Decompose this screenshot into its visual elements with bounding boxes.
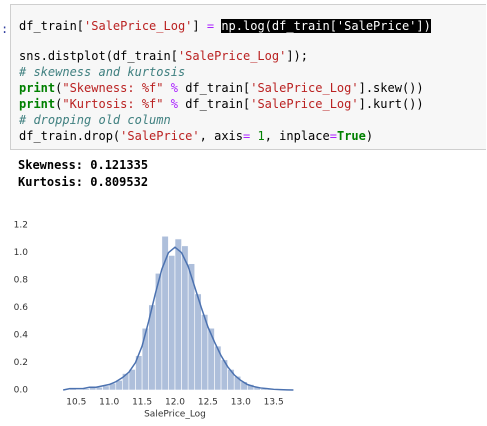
cell-prompt: :: [1, 22, 9, 36]
bar: [168, 255, 176, 391]
code-token: "Skewness: %f": [62, 81, 164, 95]
bar: [207, 327, 215, 391]
code-token: np.log(df_train['SalePrice']): [221, 19, 431, 33]
code-token: df_train[: [177, 97, 251, 111]
code-token: df_train[: [177, 81, 251, 95]
code-token: "Kurtosis: %f": [62, 97, 164, 111]
bar: [181, 245, 189, 391]
x-tick-label: 11.0: [99, 398, 119, 408]
code-token: # dropping old column: [19, 113, 171, 127]
code-token: print: [19, 97, 56, 111]
code-line: # dropping old column: [19, 112, 486, 128]
y-tick-label: 0.0: [14, 386, 29, 396]
code-line: df_train['SalePrice_Log'] = np.log(df_tr…: [19, 18, 486, 34]
code-token: 'SalePrice_Log': [250, 81, 359, 95]
x-tick-label: 10.5: [66, 398, 86, 408]
code-line: print("Kurtosis: %f" % df_train['SalePri…: [19, 96, 486, 112]
code-line: sns.distplot(df_train['SalePrice_Log']);: [19, 48, 486, 64]
code-token: %: [170, 81, 178, 95]
x-axis-label: SalePrice_Log: [144, 410, 206, 420]
code-token: =: [206, 19, 215, 33]
code-token: =: [243, 129, 251, 143]
code-token: 'SalePrice': [120, 129, 200, 143]
code-token: print: [19, 81, 56, 95]
code-token: df_train.drop(: [19, 129, 121, 143]
bar: [128, 369, 136, 391]
code-cell[interactable]: df_train['SalePrice_Log'] = np.log(df_tr…: [10, 4, 486, 150]
code-token: (: [55, 97, 63, 111]
code-line: # skewness and kurtosis: [19, 64, 486, 80]
code-token: [164, 97, 171, 111]
bar: [174, 238, 182, 391]
x-tick-label: 12.0: [165, 398, 185, 408]
code-token: # skewness and kurtosis: [19, 65, 186, 79]
bar: [141, 327, 149, 391]
y-tick-label: 1.0: [14, 248, 29, 258]
code-token: df_train[: [19, 19, 85, 33]
code-token: ]: [192, 19, 207, 33]
y-tick-label: 0.6: [14, 303, 29, 313]
code-line: df_train.drop('SalePrice', axis= 1, inpl…: [19, 128, 486, 144]
code-token: [164, 81, 171, 95]
cell-output: Skewness: 0.121335 Kurtosis: 0.809532: [18, 157, 148, 191]
x-tick-label: 11.5: [132, 398, 152, 408]
bar: [194, 293, 202, 391]
code-token: sns.distplot(df_train[: [19, 49, 178, 63]
code-token: , axis: [199, 129, 243, 143]
code-token: ].kurt()): [358, 97, 424, 111]
code-token: ]);: [286, 49, 309, 63]
y-tick-label: 1.2: [14, 221, 28, 231]
y-tick-label: 0.2: [14, 358, 28, 368]
x-tick-label: 13.5: [264, 398, 284, 408]
code-token: =: [329, 129, 337, 143]
output-line: Kurtosis: 0.809532: [18, 175, 149, 189]
code-token: (: [55, 81, 63, 95]
code-line: print("Skewness: %f" % df_train['SalePri…: [19, 80, 486, 96]
output-line: Skewness: 0.121335: [18, 158, 149, 172]
x-tick-label: 12.5: [198, 398, 218, 408]
code-token: , inplace: [264, 129, 330, 143]
code-token: 'SalePrice_Log': [250, 97, 359, 111]
chart: 0.0 0.2 0.4 0.6 0.8 1.0 1.2 10.5 11.0 11.5 12.0 12.…: [14, 221, 294, 420]
code-token: %: [170, 97, 178, 111]
code-token: ].skew()): [358, 81, 424, 95]
code-token: True: [336, 129, 366, 143]
x-tick-label: 13.0: [231, 398, 251, 408]
code-token: ): [365, 129, 374, 143]
code-token: 1: [257, 129, 265, 143]
kde-line: [63, 246, 294, 391]
code-token: 'SalePrice_Log': [177, 49, 287, 63]
y-tick-label: 0.4: [14, 331, 29, 341]
bar: [102, 385, 110, 391]
code-token: 'SalePrice_Log': [84, 19, 193, 33]
y-tick-label: 0.8: [14, 276, 29, 286]
